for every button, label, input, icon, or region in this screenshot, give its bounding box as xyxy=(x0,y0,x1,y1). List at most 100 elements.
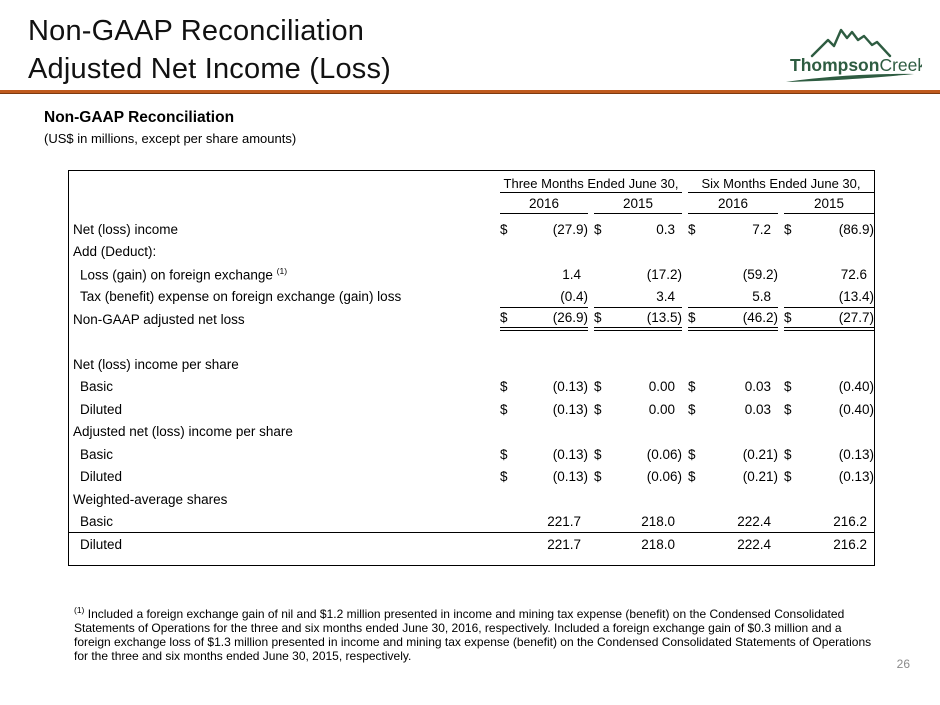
value-cell xyxy=(784,241,874,264)
value-cell: $ (13.5) xyxy=(594,308,682,331)
cell-value: (0.21) xyxy=(742,446,778,462)
table-row: Loss (gain) on foreign exchange (1) 1.4 (1… xyxy=(69,263,874,286)
row-label: Diluted xyxy=(80,469,123,485)
cell-value: (0.40) xyxy=(838,401,874,417)
footnote: (1) Included a foreign exchange gain of … xyxy=(74,604,934,664)
dollar-sign: $ xyxy=(688,221,696,237)
value-cell: 222.4 xyxy=(688,511,778,533)
cell-value: 7.2 xyxy=(752,221,771,237)
table-header-groups: Three Months Ended June 30, Six Months E… xyxy=(69,176,874,193)
cell-value: (46.2) xyxy=(742,309,778,325)
value-cell: $ (0.13) xyxy=(500,466,588,489)
row-label: Diluted xyxy=(80,401,123,417)
dollar-sign: $ xyxy=(784,401,792,417)
cell-value: (0.40) xyxy=(838,379,874,395)
value-cell xyxy=(594,353,682,376)
value-cell xyxy=(784,353,874,376)
cell-value: (0.06) xyxy=(646,469,682,485)
table-rows: Net (loss) income $ (27.9) $0.3 $7.2 $ (86.9) A… xyxy=(69,218,874,556)
value-cell xyxy=(688,421,778,444)
year-column-header: 2015 xyxy=(594,196,682,214)
table-row: Net (loss) income $ (27.9) $0.3 $7.2 $ (86.9) xyxy=(69,218,874,241)
page-title-line2: Adjusted Net Income (Loss) xyxy=(28,53,392,85)
value-cell: $ (0.13) xyxy=(500,376,588,399)
row-label: Basic xyxy=(80,446,114,462)
value-cell: $ (27.9) xyxy=(500,218,588,241)
value-cell: $ (0.13) xyxy=(500,398,588,421)
dollar-sign: $ xyxy=(784,309,792,325)
value-cell: 221.7 xyxy=(500,533,588,556)
mountain-icon xyxy=(810,28,892,58)
value-cell: $0.3 xyxy=(594,218,682,241)
value-cell xyxy=(500,241,588,264)
dollar-sign: $ xyxy=(594,401,602,417)
table-row: Diluted 221.7 218.0 222.4 216.2 xyxy=(69,533,874,556)
row-label: Net (loss) income per share xyxy=(73,356,239,372)
table-row: Basic $ (0.13) $ (0.06) $ (0.21) $ (0.13) xyxy=(69,443,874,466)
dollar-sign: $ xyxy=(500,446,508,462)
footnote-reference: (1) xyxy=(276,266,288,276)
dollar-sign: $ xyxy=(784,469,792,485)
year-column-header: 2016 xyxy=(500,196,588,214)
section-heading: Non-GAAP Reconciliation xyxy=(44,109,235,126)
cell-value: 222.4 xyxy=(737,536,771,552)
cell-value: (13.4) xyxy=(838,288,874,304)
row-label: Basic xyxy=(80,379,114,395)
value-cell: $ (0.40) xyxy=(784,398,874,421)
value-cell: $ (0.13) xyxy=(784,443,874,466)
value-cell xyxy=(594,421,682,444)
row-label: Weighted-average shares xyxy=(73,491,228,507)
value-cell: (0.4) xyxy=(500,286,588,308)
col-group-six-months: Six Months Ended June 30, xyxy=(688,176,874,193)
col-group-three-months: Three Months Ended June 30, xyxy=(500,176,682,193)
cell-value: (13.5) xyxy=(646,309,682,325)
footnote-text: Included a foreign exchange gain of nil … xyxy=(87,607,845,621)
cell-value: 5.8 xyxy=(752,288,771,304)
cell-value: (0.13) xyxy=(552,401,588,417)
dollar-sign: $ xyxy=(784,446,792,462)
row-label: Add (Deduct): xyxy=(73,244,157,260)
cell-value: 0.00 xyxy=(648,401,675,417)
cell-value: 218.0 xyxy=(641,536,675,552)
page-title: Non-GAAP Reconciliation Adjusted Net Inc… xyxy=(28,12,391,88)
value-cell xyxy=(784,421,874,444)
reconciliation-table: Three Months Ended June 30, Six Months E… xyxy=(68,170,875,566)
header-spacer xyxy=(69,196,494,214)
table-row: Basic 221.7 218.0 222.4 216.2 xyxy=(69,511,874,533)
cell-value: 222.4 xyxy=(737,513,771,529)
header-divider xyxy=(0,90,940,94)
value-cell: $0.00 xyxy=(594,376,682,399)
value-cell xyxy=(784,331,874,354)
footnote-line: for the three and six months ended June … xyxy=(74,648,412,663)
row-label: Diluted xyxy=(80,536,123,552)
value-cell: $ (0.06) xyxy=(594,466,682,489)
footnote-marker: (1) xyxy=(74,605,85,615)
value-cell: $ (86.9) xyxy=(784,218,874,241)
cell-value: (27.9) xyxy=(552,221,588,237)
year-column-header: 2016 xyxy=(688,196,778,214)
row-label: Basic xyxy=(80,513,114,529)
value-cell: $7.2 xyxy=(688,218,778,241)
value-cell xyxy=(500,488,588,511)
value-cell xyxy=(594,488,682,511)
dollar-sign: $ xyxy=(500,379,508,395)
value-cell: $0.03 xyxy=(688,376,778,399)
value-cell: 221.7 xyxy=(500,511,588,533)
row-label: Adjusted net (loss) income per share xyxy=(73,424,293,440)
cell-value: 72.6 xyxy=(840,266,867,282)
footnote-line: foreign exchange loss of $1.3 million pr… xyxy=(74,634,872,649)
cell-value: 221.7 xyxy=(547,513,581,529)
value-cell: $ (0.13) xyxy=(500,443,588,466)
section-subheading: (US$ in millions, except per share amoun… xyxy=(44,131,297,146)
value-cell xyxy=(500,353,588,376)
value-cell xyxy=(500,331,588,354)
cell-value: (86.9) xyxy=(838,221,874,237)
value-cell xyxy=(688,353,778,376)
dollar-sign: $ xyxy=(500,221,508,237)
dollar-sign: $ xyxy=(594,379,602,395)
cell-value: (0.13) xyxy=(552,379,588,395)
dollar-sign: $ xyxy=(594,221,602,237)
cell-value: (0.13) xyxy=(552,469,588,485)
dollar-sign: $ xyxy=(500,309,508,325)
